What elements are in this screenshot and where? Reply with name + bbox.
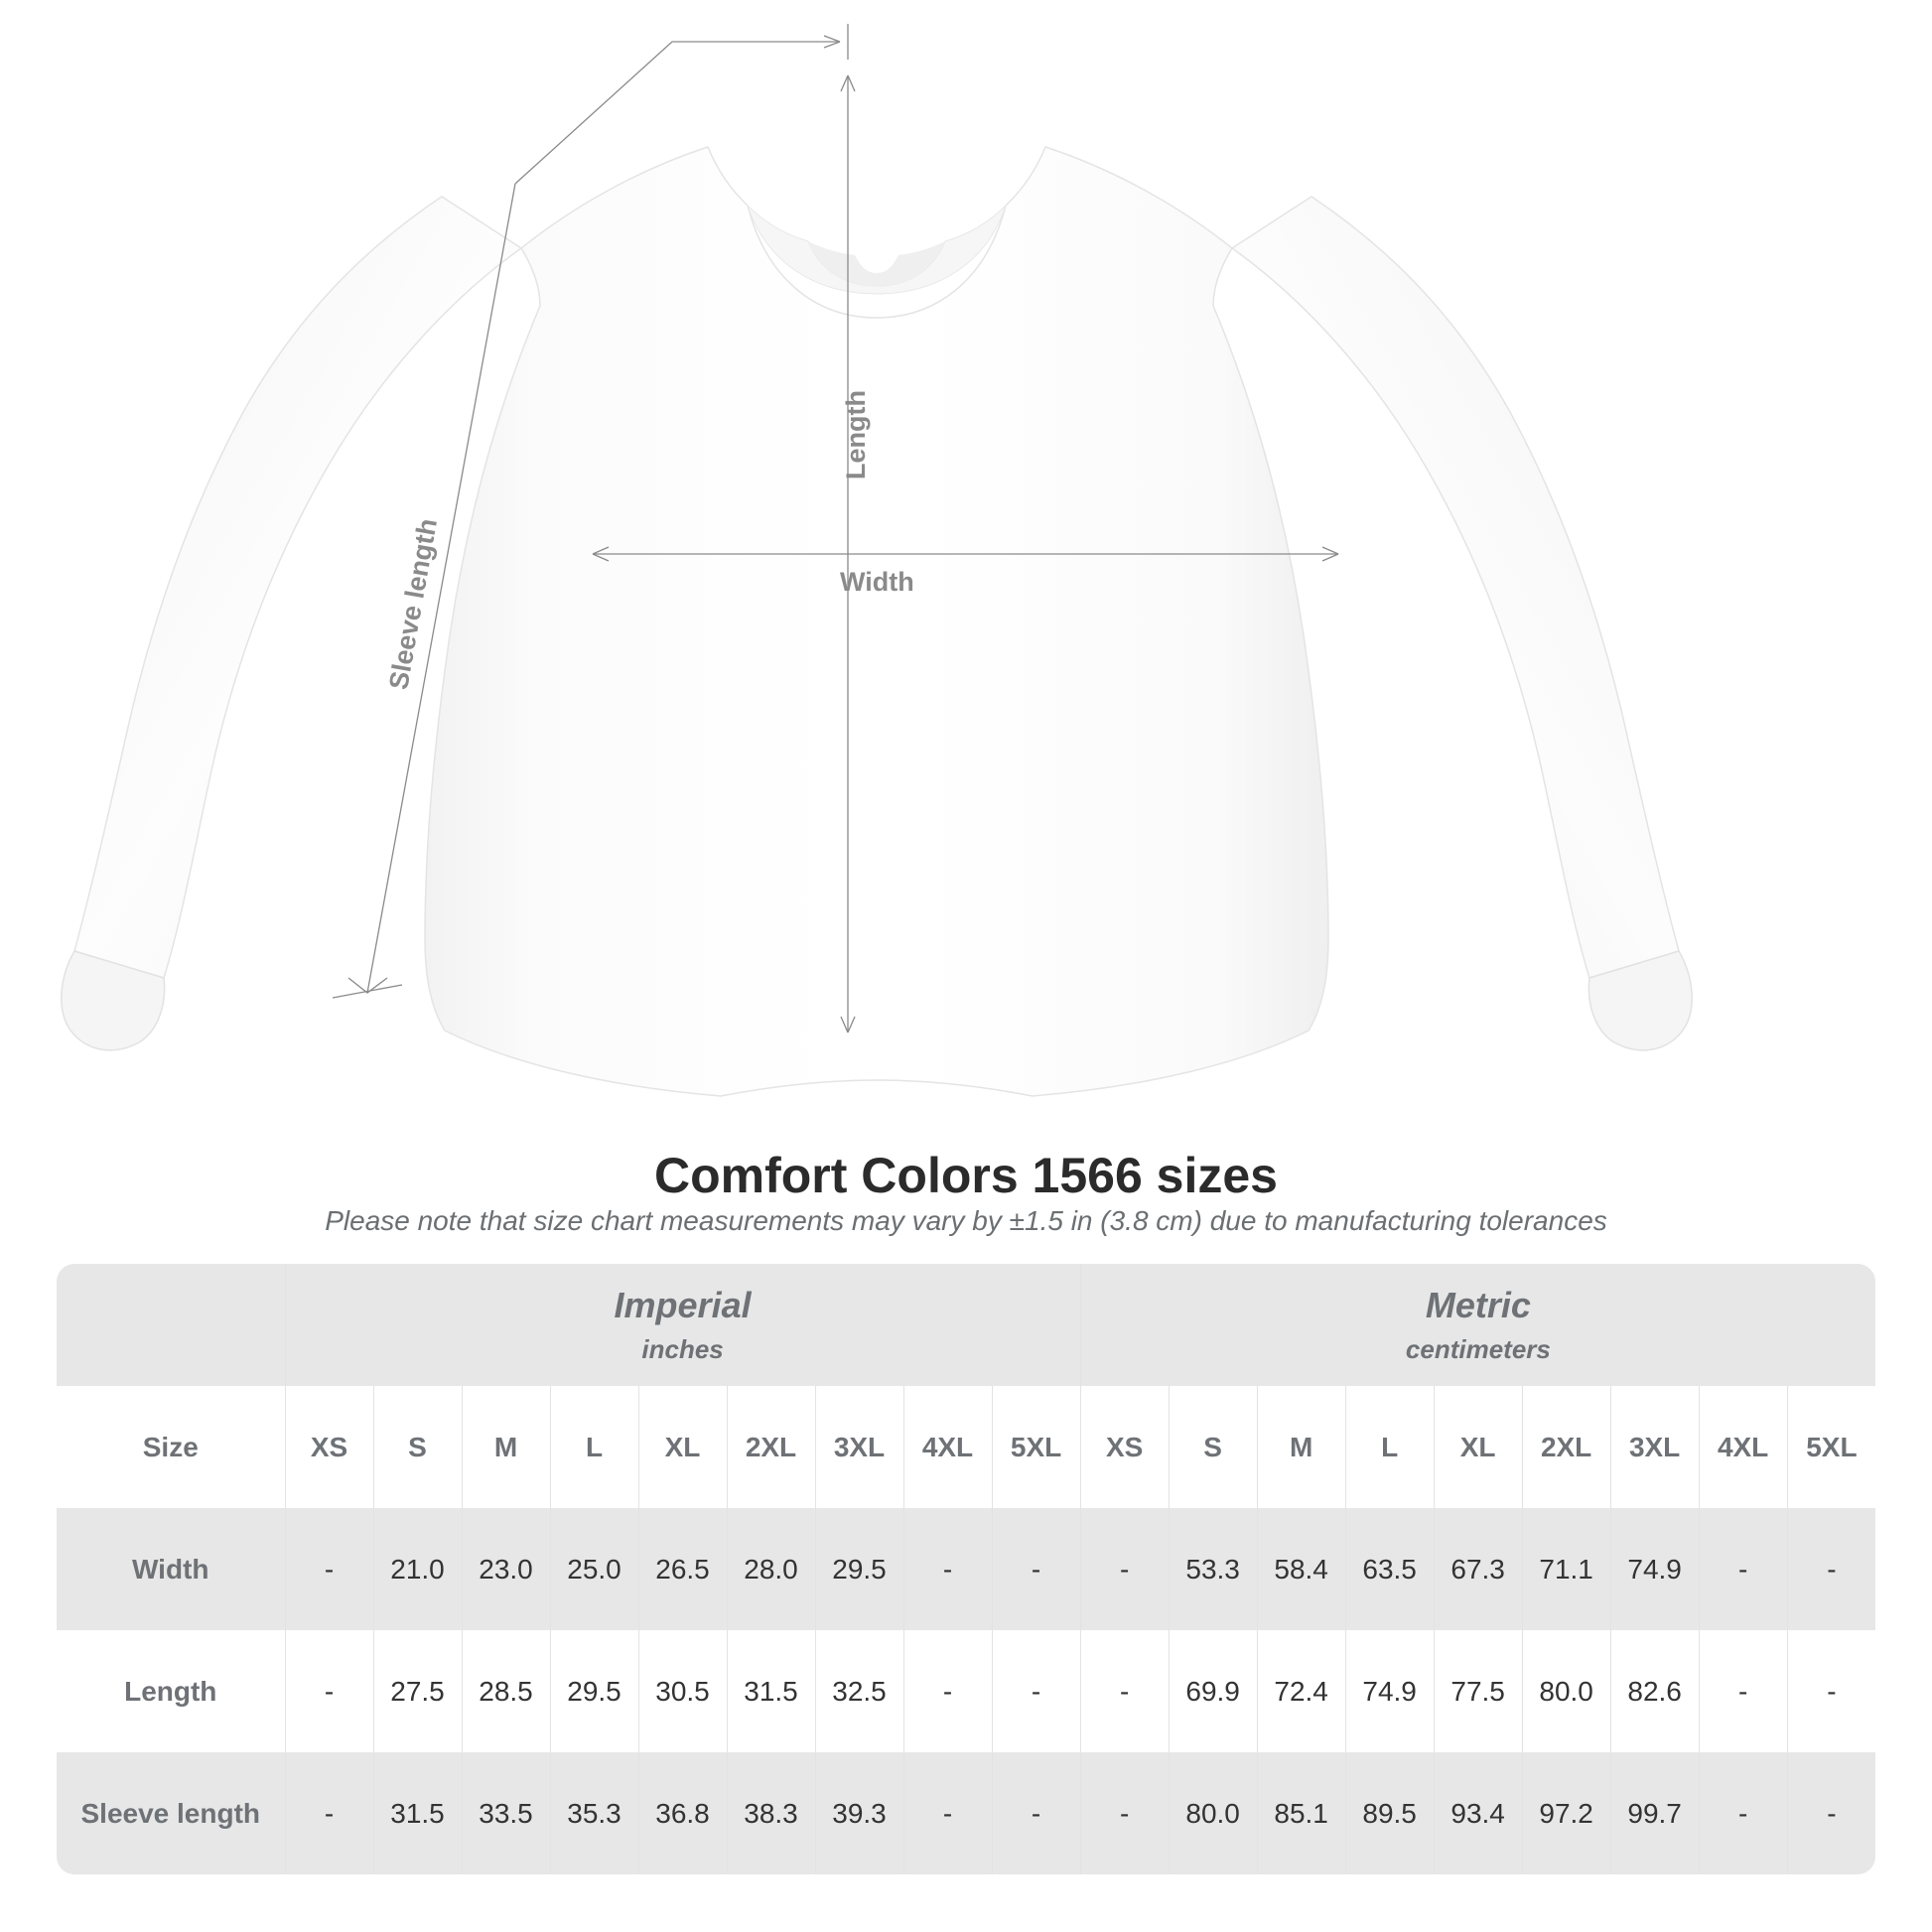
svg-text:Length: Length [841,390,871,480]
svg-text:Sleeve length: Sleeve length [383,516,443,692]
svg-text:Width: Width [840,567,914,597]
